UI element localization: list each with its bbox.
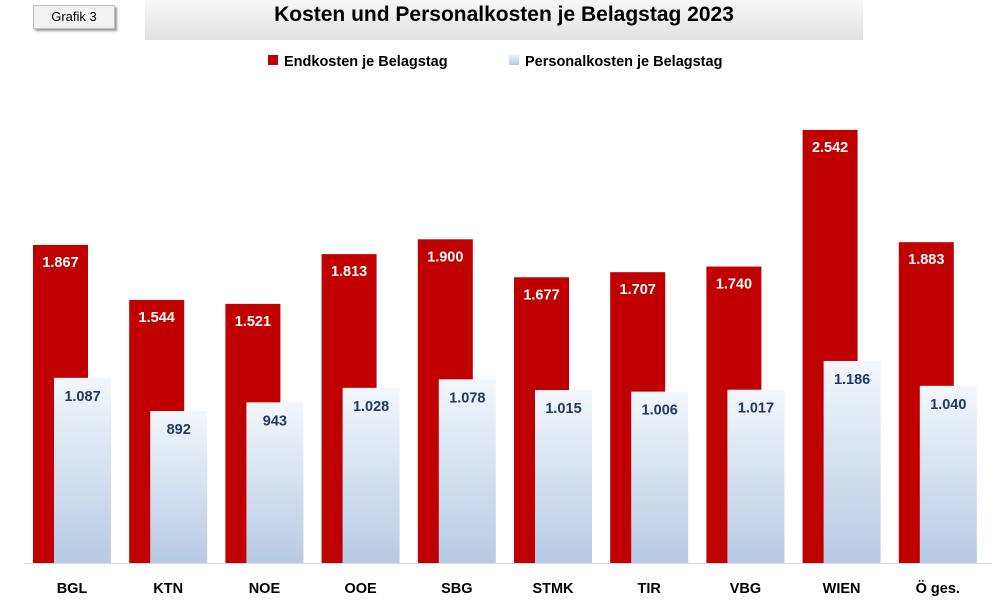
chart-title: Kosten und Personalkosten je Belagstag 2… <box>274 3 734 26</box>
bar-personalkosten-stmk <box>535 390 592 563</box>
legend-swatch-endkosten <box>268 55 278 65</box>
data-label-endkosten: 1.707 <box>620 282 656 298</box>
x-tick-label: WIEN <box>823 581 861 597</box>
bar-personalkosten-noe <box>246 402 304 563</box>
data-label-endkosten: 1.740 <box>716 277 752 293</box>
data-label-endkosten: 1.677 <box>523 287 559 303</box>
data-label-endkosten: 2.542 <box>812 140 848 156</box>
data-label-endkosten: 1.867 <box>42 255 78 271</box>
data-label-personalkosten: 1.040 <box>930 397 966 413</box>
data-label-endkosten: 1.544 <box>139 310 175 326</box>
x-tick-label: NOE <box>249 581 281 597</box>
data-label-personalkosten: 1.078 <box>449 390 485 406</box>
legend-swatch-personalkosten <box>509 55 519 65</box>
data-label-endkosten: 1.813 <box>331 264 367 280</box>
data-label-personalkosten: 1.006 <box>642 403 678 419</box>
x-tick-label: VBG <box>730 581 761 597</box>
data-label-personalkosten: 1.186 <box>834 372 870 388</box>
data-label-personalkosten: 892 <box>167 422 191 438</box>
legend-label-personalkosten: Personalkosten je Belagstag <box>525 54 722 70</box>
data-label-endkosten: 1.521 <box>235 314 271 330</box>
x-tick-label: Ö ges. <box>916 580 960 597</box>
title-bar: Kosten und Personalkosten je Belagstag 2… <box>145 0 863 40</box>
bar-personalkosten-tir <box>631 391 689 563</box>
x-tick-label: STMK <box>532 581 574 597</box>
data-label-personalkosten: 1.028 <box>353 399 389 415</box>
data-label-endkosten: 1.883 <box>908 252 944 268</box>
data-label-endkosten: 1.900 <box>427 249 463 265</box>
bar-personalkosten-bgl <box>54 377 111 563</box>
legend-label-endkosten: Endkosten je Belagstag <box>284 54 448 70</box>
data-label-personalkosten: 1.015 <box>545 401 581 417</box>
figure-badge: Grafik 3 <box>33 5 115 29</box>
x-tick-label: KTN <box>153 581 183 597</box>
legend: Endkosten je Belagstag Personalkosten je… <box>268 54 722 70</box>
bar-personalkosten-ooe <box>342 387 400 563</box>
x-tick-label: TIR <box>638 581 662 597</box>
bar-personalkosten-wien <box>823 360 881 563</box>
bar-personalkosten-vbg <box>727 389 785 563</box>
data-label-personalkosten: 1.087 <box>64 389 100 405</box>
x-tick-label: BGL <box>57 581 88 597</box>
bar-personalkosten-ktn <box>150 411 208 563</box>
x-tick-label: SBG <box>441 581 472 597</box>
data-label-personalkosten: 1.017 <box>738 401 774 417</box>
bar-personalkosten--ges- <box>919 385 977 563</box>
data-label-personalkosten: 943 <box>263 413 287 429</box>
bar-personalkosten-sbg <box>438 379 496 563</box>
x-tick-label: OOE <box>344 581 377 597</box>
